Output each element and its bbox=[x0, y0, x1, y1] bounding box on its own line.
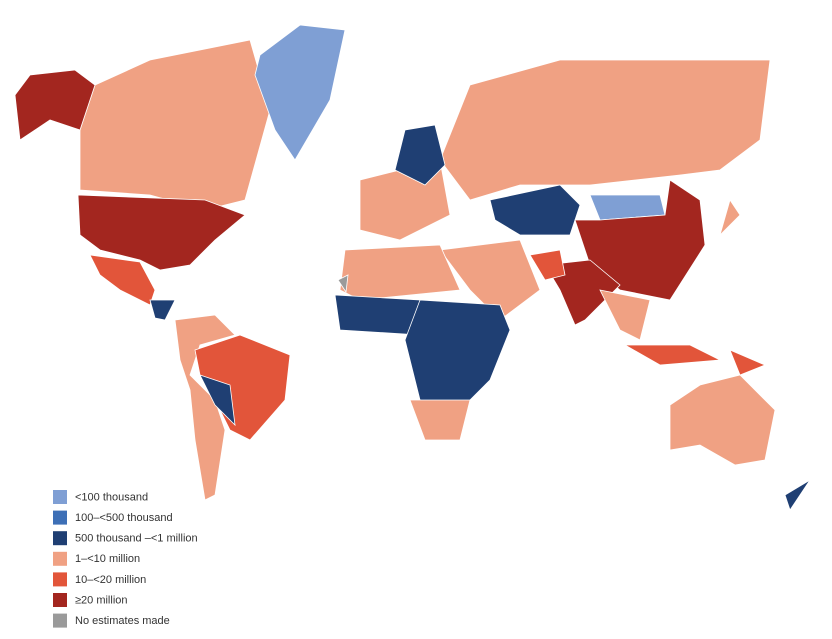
legend-swatch bbox=[53, 572, 67, 587]
legend-label: No estimates made bbox=[75, 615, 170, 627]
russia bbox=[439, 59, 771, 201]
legend-swatch bbox=[53, 531, 67, 546]
japan bbox=[719, 199, 741, 237]
legend-label: 10–<20 million bbox=[75, 574, 146, 586]
india bbox=[544, 259, 621, 326]
middle-east bbox=[439, 239, 541, 321]
scandinavia bbox=[394, 124, 446, 186]
usa bbox=[77, 194, 246, 271]
legend-swatch bbox=[53, 593, 67, 607]
canada bbox=[79, 39, 271, 211]
south-america-west bbox=[174, 314, 236, 501]
north-africa bbox=[339, 244, 461, 301]
east-africa bbox=[404, 299, 511, 411]
legend-swatch bbox=[53, 613, 67, 628]
southern-africa bbox=[409, 399, 471, 441]
new-zealand bbox=[784, 479, 811, 511]
greenland bbox=[254, 24, 346, 161]
australia bbox=[669, 374, 776, 466]
legend: <100 thousand 100–<500 thousand 500 thousa… bbox=[53, 490, 198, 628]
legend-swatch bbox=[53, 510, 67, 525]
mexico bbox=[89, 254, 156, 306]
bolivia-paraguay bbox=[199, 374, 236, 427]
legend-swatch bbox=[53, 551, 67, 566]
kazakhstan bbox=[489, 184, 581, 236]
legend-label: 100–<500 thousand bbox=[75, 512, 173, 524]
pakistan bbox=[529, 249, 566, 281]
indonesia bbox=[623, 344, 722, 366]
central-america bbox=[149, 299, 176, 321]
west-africa bbox=[334, 294, 421, 336]
southeast-asia bbox=[599, 289, 651, 341]
legend-label: 500 thousand –<1 million bbox=[75, 533, 198, 545]
legend-swatch bbox=[53, 490, 67, 504]
land bbox=[14, 24, 811, 511]
legend-label: 1–<10 million bbox=[75, 553, 140, 565]
legend-label: <100 thousand bbox=[75, 491, 148, 503]
papua-new-guinea bbox=[729, 349, 767, 376]
no-estimate-region bbox=[337, 274, 349, 294]
alaska bbox=[14, 69, 96, 141]
legend-label: ≥20 million bbox=[75, 594, 128, 606]
